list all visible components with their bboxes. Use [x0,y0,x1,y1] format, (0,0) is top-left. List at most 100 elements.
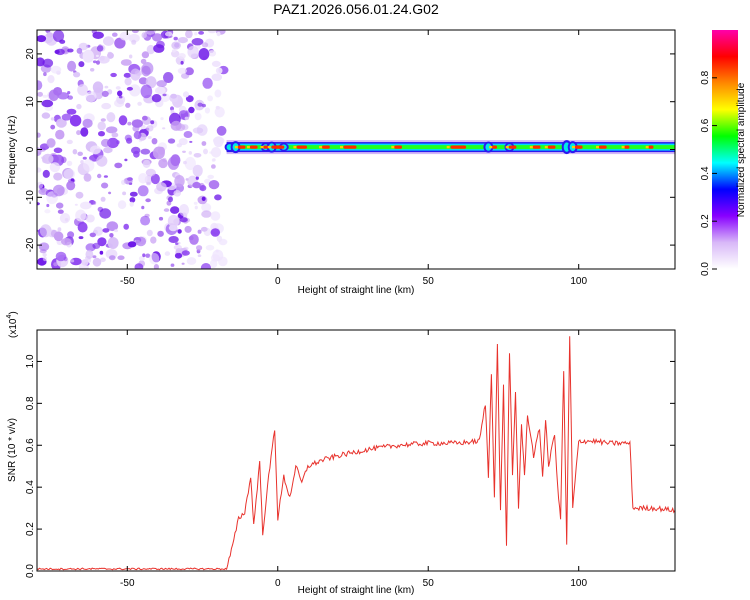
noise-blob [69,114,82,127]
noise-blob [128,33,140,43]
noise-blob [50,117,55,121]
carrier-hotspot [394,145,402,149]
noise-blob [53,172,63,181]
noise-blob [109,255,116,261]
carrier-hotspot-edge [505,145,509,149]
noise-blob [46,32,54,38]
carrier-hotspot-edge [621,145,625,149]
noise-blob [82,118,93,128]
snr-panel: -50 0 50 100 0.0 0.2 0.4 0.6 0.8 1.0 Height of s… [6,311,676,596]
noise-blob [66,139,73,145]
noise-blob [216,125,227,136]
carrier-bulge-core [485,143,492,151]
noise-blob [73,71,81,78]
noise-blob [202,77,213,89]
noise-blob [101,102,112,110]
noise-blob [37,58,41,65]
snr-y-label: SNR (10 * v/v) [7,418,18,482]
colorbar-tick-label: 0.6 [700,118,711,132]
noise-blob [209,259,218,268]
noise-blob [67,91,71,95]
noise-blob [51,42,56,45]
noise-blob [42,58,54,68]
colorbar: 0.0 0.2 0.4 0.6 0.8 Normalized spectral ampl… [700,30,747,276]
figure-title: PAZ1.2026.056.01.24.G02 [273,1,439,17]
colorbar-tick-label: 0.2 [700,214,711,228]
noise-blob [140,148,151,155]
carrier-hotspot [296,145,307,149]
noise-blob [179,217,188,223]
noise-blob [127,241,137,248]
carrier-hotspot [491,145,497,149]
noise-blob [70,259,75,263]
noise-blob [42,94,48,98]
noise-blob [168,196,173,203]
noise-blob [153,264,159,269]
y-tick-label: 0 [25,146,36,152]
noise-blob [83,159,95,172]
noise-blob [211,164,216,169]
noise-blob [92,201,97,205]
noise-blob [201,42,209,48]
noise-blob [47,75,55,84]
noise-blob [106,221,119,232]
noise-blob [131,119,143,128]
noise-blob [186,257,197,265]
y-tick-label: 0.0 [25,564,36,578]
noise-blob [162,93,167,97]
colorbar-tick-label: 0.0 [700,262,711,276]
noise-blob [201,103,206,108]
noise-blob [101,90,109,97]
noise-blob [52,184,65,197]
noise-blob [138,256,145,261]
noise-blob [165,31,173,37]
noise-blob [109,233,114,238]
noise-blob [185,95,194,103]
noise-blob [96,45,104,52]
noise-blob [119,31,131,41]
noise-blob [184,225,192,233]
noise-blob [103,175,108,178]
noise-blob [100,257,106,263]
noise-blob [214,89,222,98]
noise-blob [197,102,203,107]
noise-blob [149,253,160,265]
noise-blob [92,257,102,267]
spectrogram-marks [37,30,675,269]
noise-blob [38,188,49,195]
carrier-hotspot-edge [489,145,493,149]
noise-blob [89,232,97,238]
noise-blob [181,250,190,256]
noise-blob [103,147,113,154]
noise-blob [135,236,147,247]
noise-blob [125,102,131,108]
noise-blob [175,248,181,254]
y-tick-label: 0.8 [25,396,36,410]
noise-blob [46,138,56,148]
noise-blob [98,131,105,137]
noise-blob [123,72,132,78]
noise-blob [201,196,206,201]
noise-blob [106,112,116,123]
noise-blob [92,31,104,39]
carrier-hotspot-edge [391,145,395,149]
carrier-hotspot [532,145,541,149]
noise-blob [162,127,166,130]
carrier-hotspot-edge [529,145,533,149]
noise-blob [117,90,123,97]
noise-blob [85,214,95,223]
noise-blob [138,173,148,184]
noise-blob [56,202,64,209]
noise-blob [37,91,43,97]
noise-blob [201,203,212,212]
spectrogram-panel: -50 0 50 100 -20 -10 0 10 20 Height of straight… [7,29,676,296]
noise-blob [170,93,177,99]
noise-blob [116,140,120,145]
noise-blob [43,72,47,77]
noise-blob [158,158,168,169]
snr-x-axis: -50 0 50 100 [120,330,587,589]
noise-blob [77,151,83,156]
noise-blob [210,211,221,221]
noise-blob [145,168,156,177]
